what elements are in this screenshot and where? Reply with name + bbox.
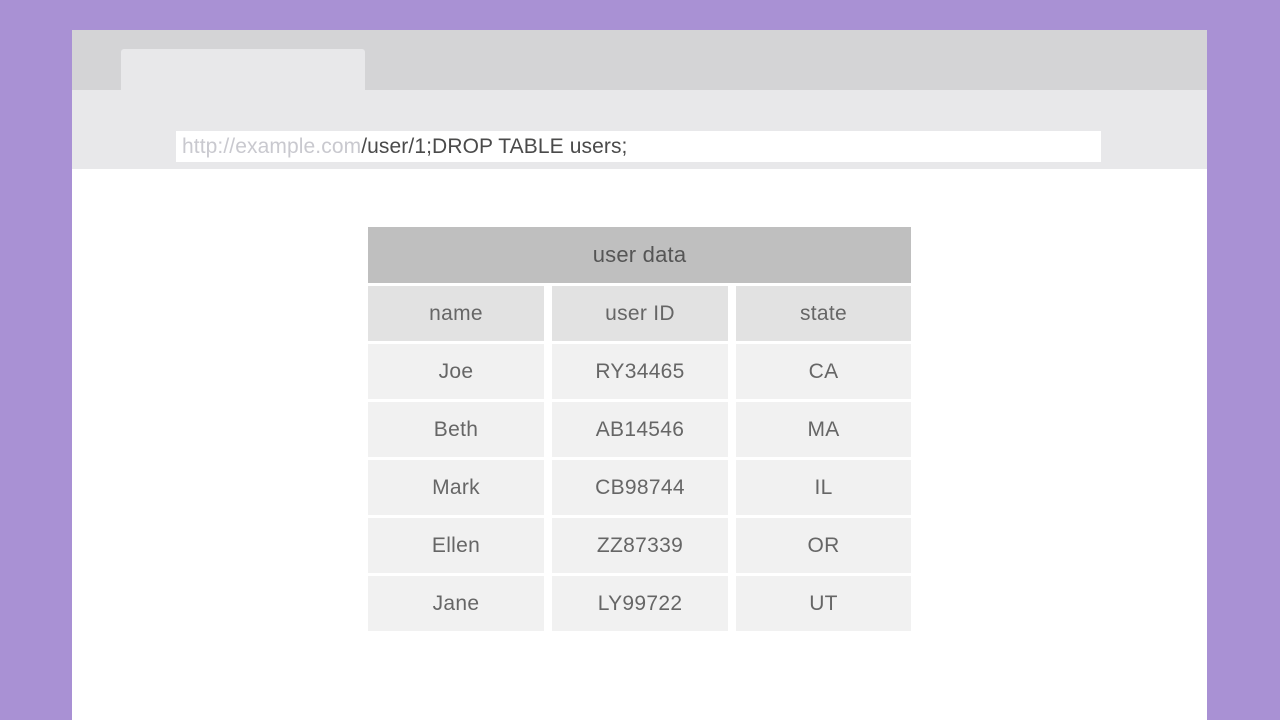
page-content: user data name user ID state Joe RY34465… xyxy=(72,169,1207,720)
cell-name: Beth xyxy=(368,402,544,457)
table-row: Mark CB98744 IL xyxy=(368,460,911,515)
cell-state: UT xyxy=(736,576,911,631)
cell-name: Joe xyxy=(368,344,544,399)
url-path-text: /user/1;DROP TABLE users; xyxy=(361,134,628,158)
table-row: Joe RY34465 CA xyxy=(368,344,911,399)
browser-tab-strip xyxy=(72,30,1207,90)
cell-name: Jane xyxy=(368,576,544,631)
cell-user-id: LY99722 xyxy=(552,576,728,631)
column-header-name: name xyxy=(368,286,544,341)
cell-name: Mark xyxy=(368,460,544,515)
browser-window: http://example.com /user/1;DROP TABLE us… xyxy=(72,30,1207,720)
user-data-table: user data name user ID state Joe RY34465… xyxy=(368,227,911,631)
cell-state: OR xyxy=(736,518,911,573)
cell-user-id: CB98744 xyxy=(552,460,728,515)
column-header-user-id: user ID xyxy=(552,286,728,341)
column-header-state: state xyxy=(736,286,911,341)
cell-name: Ellen xyxy=(368,518,544,573)
address-bar-input[interactable]: http://example.com /user/1;DROP TABLE us… xyxy=(176,131,1101,162)
cell-state: IL xyxy=(736,460,911,515)
table-row: Beth AB14546 MA xyxy=(368,402,911,457)
cell-user-id: ZZ87339 xyxy=(552,518,728,573)
table-row: Jane LY99722 UT xyxy=(368,576,911,631)
table-header-row: name user ID state xyxy=(368,286,911,341)
table-title: user data xyxy=(368,227,911,283)
cell-state: MA xyxy=(736,402,911,457)
cell-user-id: AB14546 xyxy=(552,402,728,457)
browser-tab[interactable] xyxy=(121,49,365,90)
table-row: Ellen ZZ87339 OR xyxy=(368,518,911,573)
browser-toolbar: http://example.com /user/1;DROP TABLE us… xyxy=(72,90,1207,169)
url-origin-text: http://example.com xyxy=(182,134,362,158)
cell-state: CA xyxy=(736,344,911,399)
cell-user-id: RY34465 xyxy=(552,344,728,399)
